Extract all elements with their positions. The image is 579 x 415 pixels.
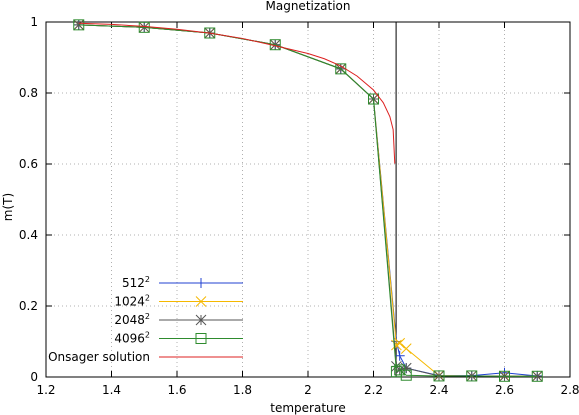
cross-marker bbox=[400, 343, 412, 354]
legend-item: 5122 bbox=[122, 275, 243, 290]
square-marker bbox=[433, 370, 445, 382]
series-onsager-solution bbox=[78, 22, 396, 164]
legend-item: 20482 bbox=[114, 312, 243, 327]
series-line bbox=[78, 24, 538, 377]
square-marker bbox=[73, 19, 85, 31]
y-tick-label: 1 bbox=[30, 15, 38, 29]
legend-superscript: 2 bbox=[145, 294, 150, 303]
star-marker bbox=[400, 362, 412, 374]
x-tick-label: 2.8 bbox=[560, 383, 579, 397]
square-marker bbox=[531, 370, 543, 382]
x-axis-label: temperature bbox=[270, 401, 345, 415]
y-tick-label: 0.6 bbox=[19, 157, 38, 171]
x-tick-label: 1.6 bbox=[167, 383, 186, 397]
legend-superscript: 2 bbox=[145, 331, 150, 340]
x-tick-label: 1.8 bbox=[233, 383, 252, 397]
square-marker bbox=[195, 333, 207, 344]
x-tick-label: 1.4 bbox=[102, 383, 121, 397]
legend-label: 20482 bbox=[114, 312, 150, 327]
cross-marker bbox=[394, 337, 406, 349]
y-tick-label: 0.2 bbox=[19, 299, 38, 313]
square-marker bbox=[466, 370, 478, 382]
legend-label: Onsager solution bbox=[48, 350, 150, 364]
legend-item: Onsager solution bbox=[48, 350, 243, 364]
series-layer bbox=[73, 19, 543, 382]
y-tick-label: 0.4 bbox=[19, 228, 38, 242]
square-marker bbox=[400, 369, 412, 381]
series-line bbox=[78, 24, 538, 377]
legend-superscript: 2 bbox=[145, 275, 150, 284]
legend-item: 40962 bbox=[114, 331, 243, 346]
y-tick-label: 0.8 bbox=[19, 86, 38, 100]
x-tick-label: 2.4 bbox=[429, 383, 448, 397]
legend-superscript: 2 bbox=[145, 312, 150, 321]
cross-marker bbox=[391, 339, 402, 351]
x-tick-label: 2 bbox=[304, 383, 312, 397]
plus-marker bbox=[196, 278, 206, 288]
y-axis-label: m(T) bbox=[1, 193, 15, 221]
square-marker bbox=[368, 93, 379, 105]
legend-item: 10242 bbox=[114, 294, 243, 309]
square-marker bbox=[499, 370, 510, 382]
series-line bbox=[78, 22, 396, 164]
x-tick-label: 2.6 bbox=[495, 383, 514, 397]
legend-label: 10242 bbox=[114, 294, 150, 309]
grid bbox=[46, 22, 570, 377]
cross-marker bbox=[195, 296, 207, 307]
plot-border bbox=[45, 21, 571, 378]
series-line bbox=[78, 24, 538, 377]
x-tick-label: 2.2 bbox=[364, 383, 383, 397]
star-marker bbox=[195, 314, 207, 326]
legend-label: 5122 bbox=[122, 275, 150, 290]
legend-label: 40962 bbox=[114, 331, 150, 346]
axes: 1.2 1.4 1.6 1.8 2 2.2 2.4 2.6 2.8 0 0.2 0.4 0.6 0.8 1 bbox=[19, 15, 579, 397]
series-line bbox=[78, 24, 538, 377]
x-tick-label: 1.2 bbox=[36, 383, 55, 397]
plus-marker bbox=[394, 350, 405, 361]
legend: 5122 10242 20482 40962 Onsager solution bbox=[48, 275, 243, 364]
chart-title: Magnetization bbox=[266, 0, 351, 13]
y-tick-label: 0 bbox=[30, 370, 38, 384]
